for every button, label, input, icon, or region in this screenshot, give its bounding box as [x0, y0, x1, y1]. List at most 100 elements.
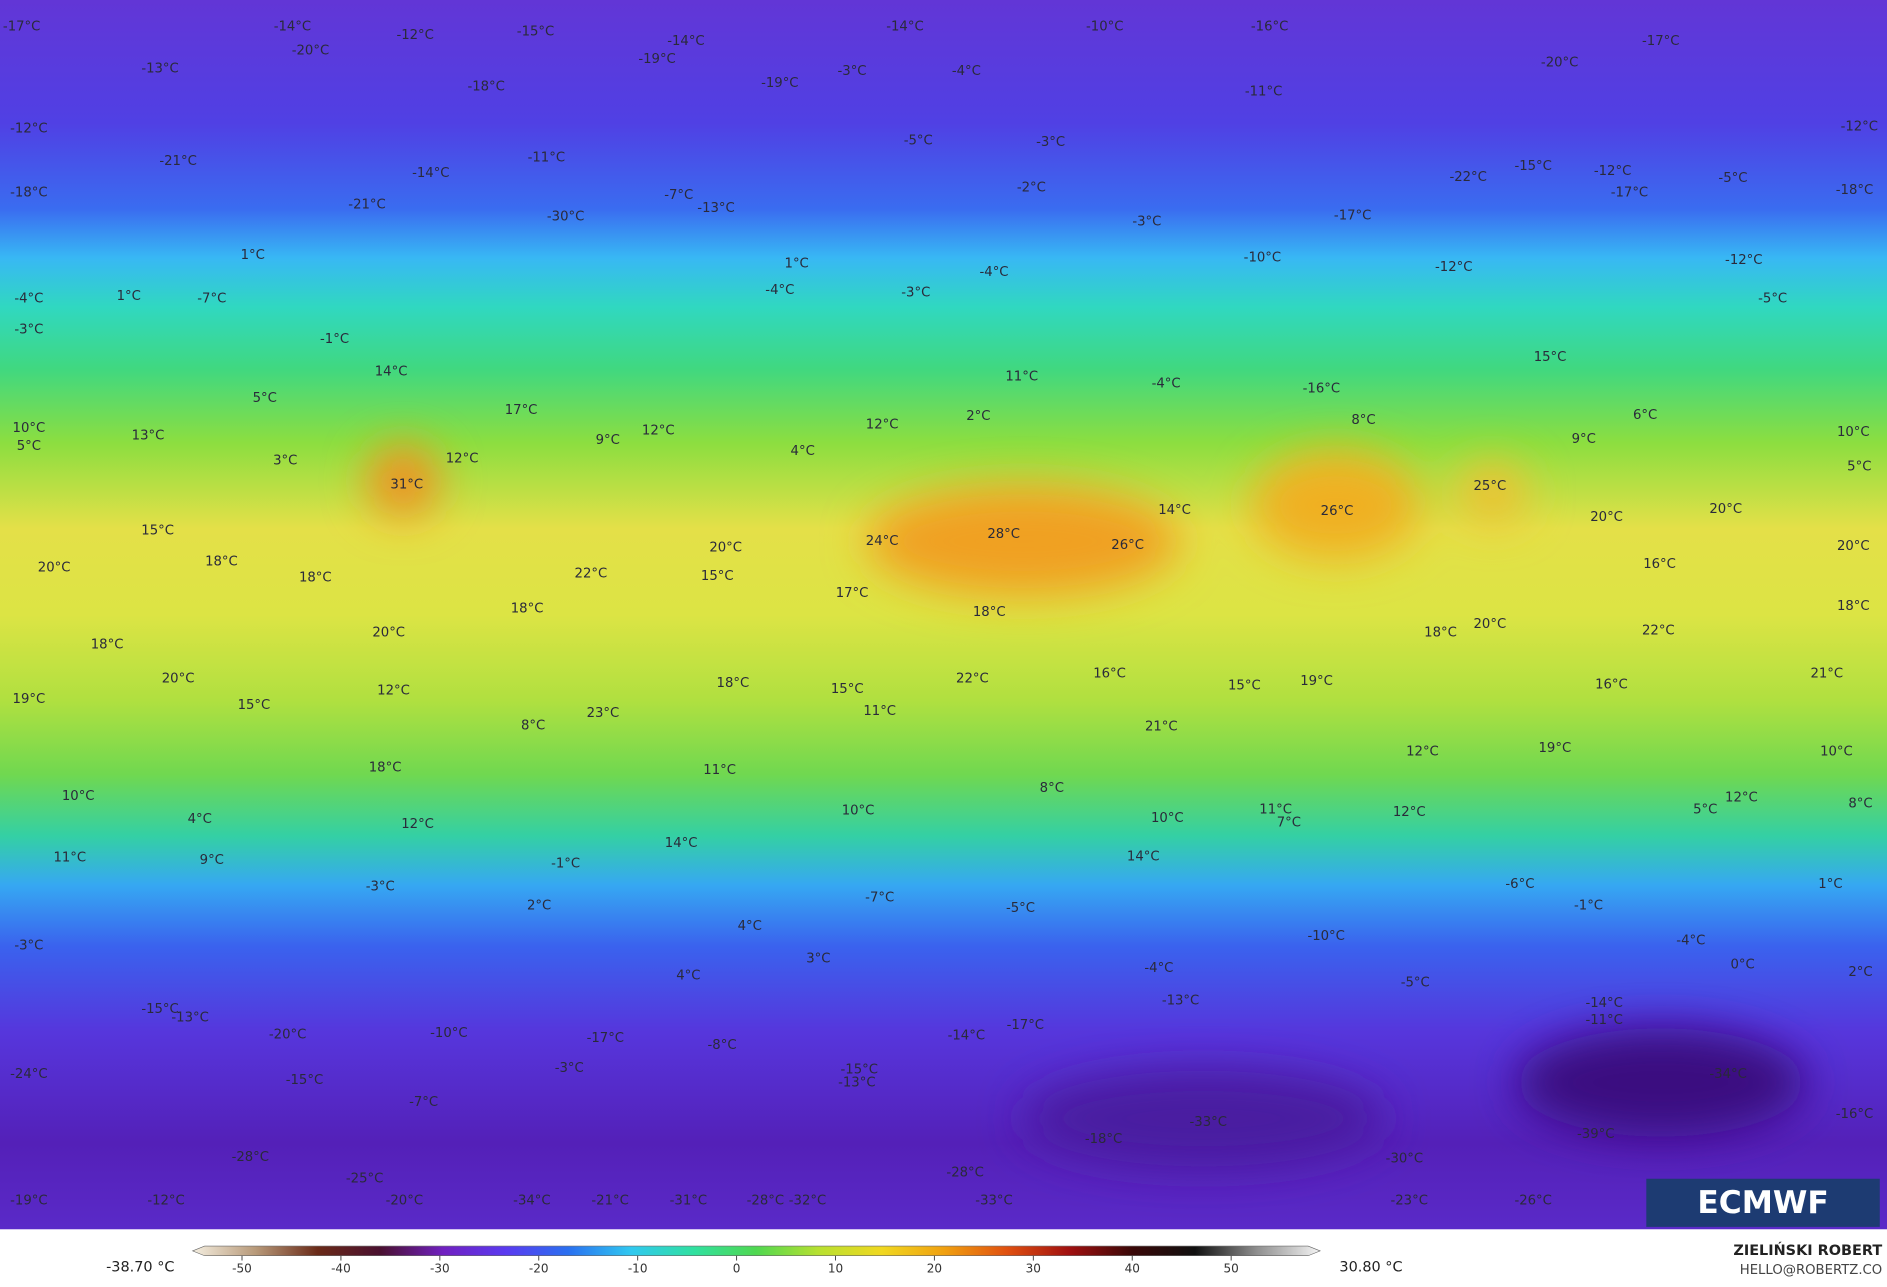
temperature-label: -21°C	[348, 197, 385, 212]
temperature-label: 15°C	[1534, 350, 1567, 365]
temperature-label: -18°C	[467, 80, 504, 95]
temperature-label: 22°C	[956, 671, 989, 686]
temperature-label: 31°C	[390, 478, 423, 493]
temperature-labels: -17°C -14°C -12°C -15°C -20°C -19°C -14°C -14°C…	[3, 19, 1878, 1208]
temperature-label: 20°C	[709, 540, 742, 555]
temperature-label: -13°C	[171, 1011, 208, 1026]
temperature-label: -15°C	[141, 1002, 178, 1017]
temperature-label: 14°C	[375, 365, 408, 380]
temperature-label: 16°C	[1643, 557, 1676, 572]
temperature-label: 20°C	[1837, 539, 1870, 554]
temperature-label: -3°C	[901, 285, 930, 300]
temperature-label: 8°C	[1848, 796, 1872, 811]
temperature-label: -17°C	[3, 19, 40, 34]
temperature-label: -4°C	[765, 283, 794, 298]
temperature-label: -3°C	[1036, 135, 1065, 150]
temperature-label: -12°C	[147, 1193, 184, 1208]
temperature-label: -34°C	[1709, 1067, 1746, 1082]
temperature-label: -16°C	[1836, 1107, 1873, 1122]
temperature-label: -1°C	[320, 332, 349, 347]
temperature-label: -1°C	[1574, 899, 1603, 914]
temperature-label: 8°C	[1351, 413, 1375, 428]
temperature-label: -14°C	[667, 34, 704, 49]
author: ZIELIŃSKI ROBERT	[1733, 1241, 1882, 1259]
temperature-label: 10°C	[842, 804, 875, 819]
temperature-label: 16°C	[1093, 667, 1126, 682]
temperature-label: 12°C	[1406, 745, 1439, 760]
temperature-label: -4°C	[1144, 961, 1173, 976]
temperature-label: 24°C	[866, 534, 899, 549]
warm-areas	[367, 445, 1806, 1167]
temperature-label: -7°C	[197, 291, 226, 306]
temperature-label: -3°C	[838, 64, 867, 79]
temperature-label: 22°C	[575, 567, 608, 582]
temperature-label: -18°C	[10, 185, 47, 200]
temperature-label: -2°C	[1017, 181, 1046, 196]
temperature-label: 0°C	[1730, 958, 1754, 973]
temperature-label: -16°C	[1251, 19, 1288, 34]
temperature-label: -3°C	[1132, 214, 1161, 229]
temperature-label: -30°C	[1386, 1151, 1423, 1166]
temperature-label: -26°C	[1514, 1193, 1551, 1208]
temperature-label: -8°C	[708, 1038, 737, 1053]
temperature-label: -18°C	[1836, 183, 1873, 198]
temperature-label: 16°C	[1595, 677, 1628, 692]
temperature-label: -11°C	[1585, 1013, 1622, 1028]
contact: HELLO@ROBERTZ.CO	[1740, 1263, 1882, 1278]
temperature-label: 5°C	[1847, 460, 1871, 475]
temperature-label: 14°C	[665, 836, 698, 851]
colorbar-tick-label: -50	[232, 1262, 252, 1276]
temperature-label: 11°C	[703, 763, 736, 778]
temperature-label: -19°C	[761, 76, 798, 91]
temperature-label: 20°C	[1590, 510, 1623, 525]
temperature-label: -11°C	[528, 151, 565, 166]
temperature-label: -7°C	[865, 890, 894, 905]
temperature-label: 4°C	[738, 919, 762, 934]
temperature-label: 19°C	[13, 692, 46, 707]
temperature-label: 1°C	[117, 289, 141, 304]
temperature-label: 2°C	[1848, 965, 1872, 980]
temperature-label: 12°C	[446, 451, 479, 466]
temperature-label: 4°C	[676, 968, 700, 983]
temperature-label: -4°C	[980, 265, 1009, 280]
temperature-label: 1°C	[785, 256, 809, 271]
temperature-label: 21°C	[1810, 667, 1843, 682]
temperature-label: 11°C	[53, 851, 86, 866]
temperature-label: 14°C	[1158, 503, 1191, 518]
temperature-label: -34°C	[513, 1193, 550, 1208]
temperature-label: -16°C	[1303, 382, 1340, 397]
temperature-label: -5°C	[1758, 291, 1787, 306]
temperature-label: -23°C	[1391, 1193, 1428, 1208]
temperature-label: 18°C	[369, 760, 402, 775]
temperature-label: 23°C	[587, 706, 620, 721]
temperature-label: -3°C	[14, 323, 43, 338]
temperature-label: 20°C	[372, 626, 405, 641]
temperature-label: 26°C	[1321, 504, 1354, 519]
temperature-label: -5°C	[904, 134, 933, 149]
colorbar	[191, 1245, 1321, 1257]
temperature-label: -6°C	[1505, 877, 1534, 892]
temperature-label: 10°C	[1837, 425, 1870, 440]
temperature-label: -13°C	[838, 1076, 875, 1091]
temperature-label: 17°C	[505, 403, 538, 418]
temperature-label: 18°C	[1424, 626, 1457, 641]
temperature-label: -4°C	[14, 291, 43, 306]
temperature-label: -4°C	[1152, 377, 1181, 392]
temperature-label: 20°C	[1474, 617, 1507, 632]
temperature-label: 18°C	[205, 555, 238, 570]
temperature-label: 10°C	[13, 421, 46, 436]
temperature-label: 15°C	[238, 698, 271, 713]
temperature-label: -12°C	[1841, 119, 1878, 134]
temperature-label: 3°C	[806, 952, 830, 967]
temperature-label: -3°C	[555, 1061, 584, 1076]
temperature-label: -19°C	[10, 1193, 47, 1208]
logo-box	[1646, 1178, 1880, 1227]
temperature-label: 3°C	[273, 454, 297, 469]
temperature-label: 12°C	[1393, 805, 1426, 820]
temperature-label: -20°C	[292, 44, 329, 59]
colorbar-tick-label: 10	[828, 1262, 843, 1276]
temperature-label: 15°C	[1228, 679, 1261, 694]
temperature-label: 1°C	[241, 248, 265, 263]
temperature-label: 9°C	[200, 853, 224, 868]
